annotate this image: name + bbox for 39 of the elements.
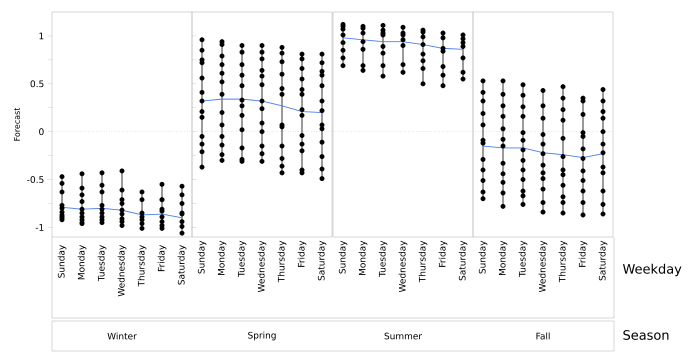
x-tick-label: Saturday: [318, 240, 326, 280]
x-tick-label: Monday: [358, 240, 368, 276]
x-tick-label: Thursday: [138, 245, 146, 286]
x-tick-label: Wednesday: [398, 240, 408, 292]
x-axis-title: Winter: [108, 332, 137, 340]
x-tick-label: Sunday: [198, 240, 206, 274]
x-tick-label: Monday: [218, 240, 226, 276]
x-tick-label: Friday: [578, 240, 588, 267]
x-tick-label: Thursday: [418, 240, 428, 282]
text: Season: [623, 330, 668, 340]
x-tick-label: Saturday: [598, 240, 608, 280]
x-tick-label: Sunday: [478, 240, 488, 274]
x-tick-label: Friday: [438, 240, 448, 267]
x-tick-label: Saturday: [458, 240, 468, 280]
x-tick-label: Sunday: [58, 245, 66, 278]
x-axis-title: Fall: [536, 332, 550, 340]
x-tick-label: Wednesday: [538, 240, 548, 292]
x-tick-label: Thursday: [278, 240, 286, 282]
x-tick-label: Tuesday: [378, 240, 388, 278]
x-tick-label: Sunday: [338, 240, 348, 274]
x-tick-label: Tuesday: [238, 240, 246, 278]
x-tick-label: Wednesday: [118, 245, 126, 296]
y-tick-label: 1: [40, 32, 44, 40]
x-tick-label: Wednesday: [258, 240, 266, 292]
y-tick-label: 0.5: [30, 80, 44, 88]
text: Weekday: [622, 264, 682, 276]
x-tick-label: Friday: [158, 245, 166, 272]
x-tick-label: Monday: [78, 245, 86, 280]
x-axis-title: Summer: [384, 332, 422, 340]
x-tick-label: Tuesday: [98, 245, 106, 282]
y-tick-label: -0.5: [27, 176, 44, 183]
x-axis-title: Spring: [248, 332, 276, 340]
x-tick-label: Thursday: [558, 240, 568, 282]
x-tick-label: Friday: [298, 240, 306, 267]
x-tick-label: Monday: [498, 240, 508, 276]
y-tick-label: 0: [39, 128, 44, 136]
x-tick-label: Saturday: [178, 245, 186, 285]
x-tick-label: Tuesday: [518, 240, 528, 278]
y-tick-label: -1: [36, 224, 44, 231]
